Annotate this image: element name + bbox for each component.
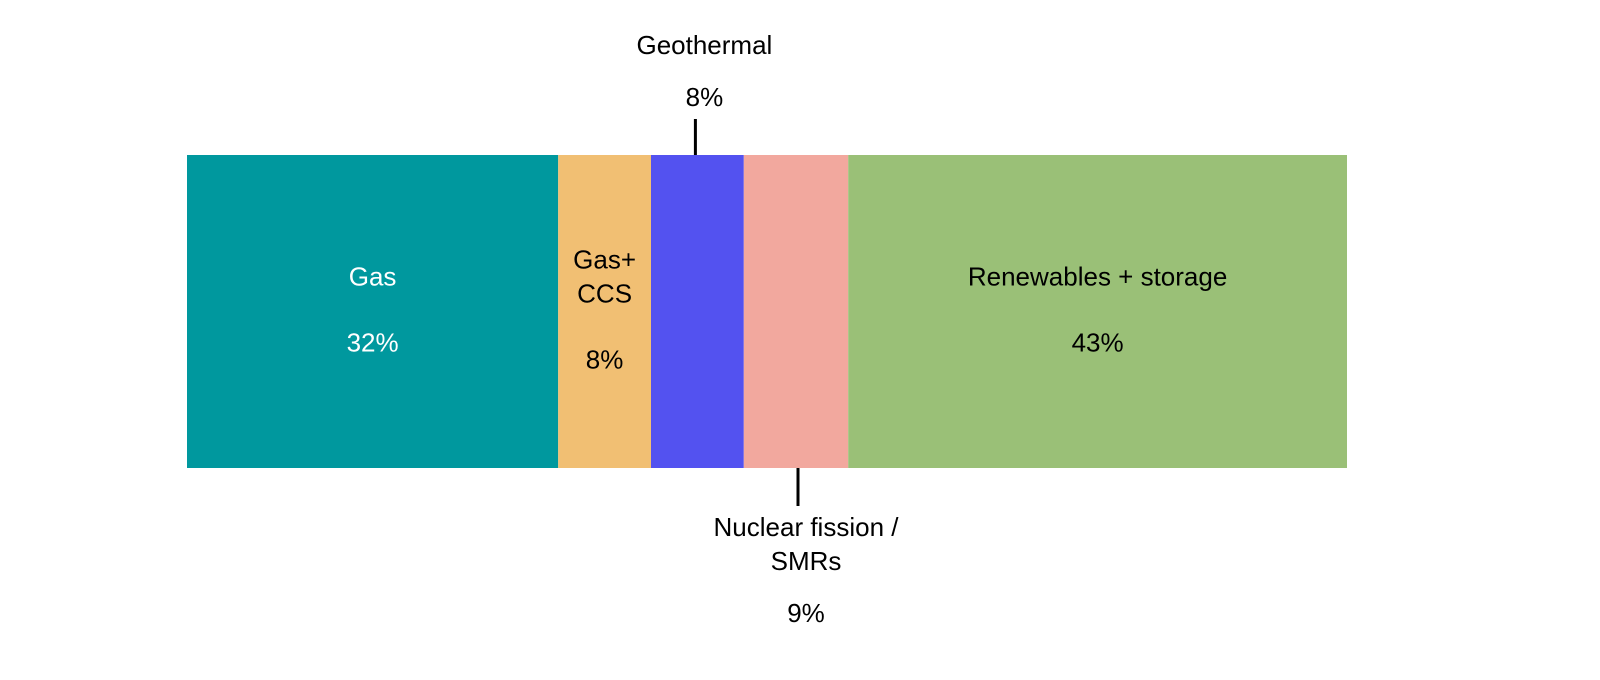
- segment-label-gas-ccs: Gas+: [573, 244, 636, 274]
- segment-label-geothermal: Geothermal: [636, 30, 772, 60]
- bar-segments: [187, 155, 1347, 468]
- segment-label-nuclear: Nuclear fission /: [714, 512, 900, 542]
- segment-label-gas-ccs: CCS: [577, 278, 632, 308]
- segment-value-gas-ccs: 8%: [586, 344, 624, 374]
- bar-segment-renewables: [848, 155, 1347, 468]
- segment-value-geothermal: 8%: [686, 82, 724, 112]
- bar-segment-geothermal: [651, 155, 744, 468]
- segment-label-renewables: Renewables + storage: [968, 261, 1227, 291]
- segment-value-gas: 32%: [347, 327, 399, 357]
- segment-value-nuclear: 9%: [787, 598, 825, 628]
- bar-segment-nuclear: [743, 155, 849, 468]
- segment-label-nuclear: SMRs: [771, 546, 842, 576]
- bar-segment-gas: [187, 155, 559, 468]
- callout-lines: [693, 119, 800, 506]
- segment-labels: Gas 32% Gas+ CCS 8% 8% Geothermal Nuclear fissi…: [347, 30, 1228, 628]
- bar-segment-gas-ccs: [558, 155, 651, 468]
- segment-value-renewables: 43%: [1072, 327, 1124, 357]
- segment-label-gas: Gas: [349, 261, 397, 291]
